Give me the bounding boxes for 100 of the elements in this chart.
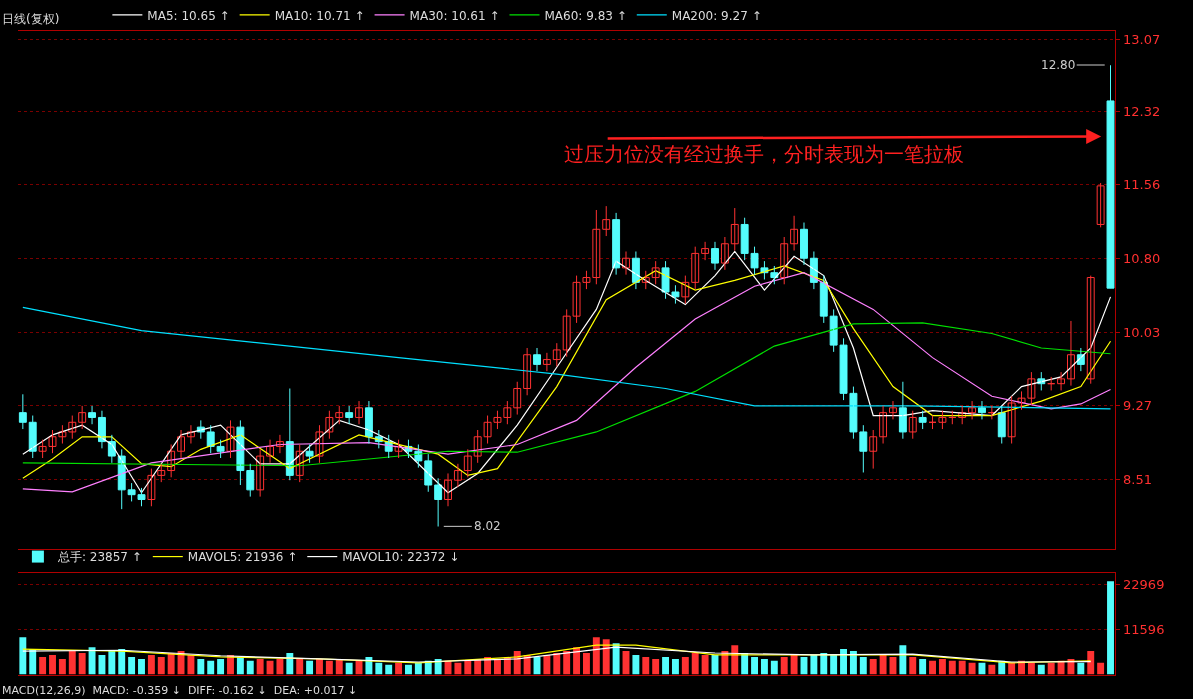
bar xyxy=(1087,651,1095,675)
bar xyxy=(652,658,660,675)
bar xyxy=(118,649,126,675)
candlestick xyxy=(552,342,561,367)
bar xyxy=(58,658,66,675)
bar xyxy=(1097,662,1105,675)
bar xyxy=(583,653,590,675)
bar xyxy=(691,653,699,675)
bar xyxy=(325,660,333,675)
bar xyxy=(375,662,383,675)
bar xyxy=(108,651,116,675)
candlestick xyxy=(463,448,472,478)
bar xyxy=(760,658,768,675)
bar xyxy=(899,645,907,675)
chart-title: 日线(复权) xyxy=(2,12,60,26)
bar xyxy=(19,637,27,675)
bar xyxy=(177,651,185,675)
bar xyxy=(751,656,759,675)
bar xyxy=(345,662,353,675)
bar xyxy=(869,658,877,675)
bar xyxy=(879,654,887,675)
bar xyxy=(840,649,847,675)
legend-label: MA200: 9.27 ↑ xyxy=(671,8,762,23)
bar xyxy=(187,654,195,675)
text: MACD(12,26,9) MACD: -0.359 ↓ DIFF: -0.162 ↓ DEA: +0.017 ↓ xyxy=(2,684,358,697)
bar xyxy=(217,658,225,675)
bar xyxy=(39,656,47,675)
candlestick xyxy=(918,410,927,430)
bar xyxy=(1027,662,1035,675)
bar xyxy=(642,656,650,675)
bar xyxy=(671,658,679,675)
bar xyxy=(938,658,946,675)
bar xyxy=(78,653,86,675)
bar xyxy=(385,664,393,675)
legend-label: MA5: 10.65 ↑ xyxy=(147,8,230,23)
bar xyxy=(128,656,136,675)
legend-label: MAVOL5: 21936 ↑ xyxy=(187,550,298,565)
bar xyxy=(68,651,76,675)
y-tick-label: 11.56 xyxy=(1123,177,1161,193)
bar xyxy=(49,654,56,675)
bar xyxy=(662,656,670,675)
bar xyxy=(395,662,403,675)
bar xyxy=(602,639,610,675)
y-tick-label: 11596 xyxy=(1123,621,1165,637)
bar xyxy=(246,660,254,675)
bar xyxy=(147,654,155,675)
legend-label: 总手: 23857 ↑ xyxy=(56,550,142,565)
legend-label: MA10: 10.71 ↑ xyxy=(274,8,365,23)
bar xyxy=(958,660,966,675)
line-series xyxy=(22,322,1112,467)
line-series xyxy=(22,306,1112,410)
candlestick xyxy=(157,463,166,483)
y-tick-label: 12.32 xyxy=(1123,104,1161,120)
bar xyxy=(454,662,462,675)
bar xyxy=(563,651,571,675)
bar xyxy=(543,654,551,675)
y-tick-label: 22969 xyxy=(1123,577,1165,593)
bar xyxy=(296,658,304,675)
bar xyxy=(780,656,788,675)
candlestick xyxy=(938,410,947,430)
bar xyxy=(1107,581,1114,675)
bar xyxy=(414,662,422,675)
bar xyxy=(859,656,867,675)
bar xyxy=(909,656,917,675)
annotation: 8.02 xyxy=(474,519,501,533)
bar xyxy=(1008,662,1016,675)
bar xyxy=(88,647,96,675)
bar xyxy=(494,658,501,675)
candlestick xyxy=(869,429,878,470)
bar xyxy=(405,664,412,675)
bar xyxy=(810,654,818,675)
bar xyxy=(1047,662,1055,675)
bar xyxy=(553,653,561,675)
bar xyxy=(335,658,343,675)
candlestick xyxy=(305,443,314,464)
bar xyxy=(573,647,581,675)
bar xyxy=(1037,664,1045,675)
legend-label: MA60: 9.83 ↑ xyxy=(544,8,627,23)
bar xyxy=(197,658,205,675)
bar xyxy=(849,651,857,675)
bar xyxy=(968,662,976,675)
bar xyxy=(316,658,323,675)
bar xyxy=(681,656,689,675)
bar xyxy=(988,664,996,675)
annotation: 过压力位没有经过换手，分时表现为一笔拉板 xyxy=(564,142,964,166)
bar xyxy=(207,660,215,675)
bar xyxy=(256,658,264,675)
bar xyxy=(1067,658,1075,675)
bar xyxy=(138,658,145,675)
y-tick-label: 10.03 xyxy=(1123,325,1161,341)
bar xyxy=(1077,662,1085,675)
bar xyxy=(790,654,798,675)
bar xyxy=(98,654,106,675)
bar xyxy=(770,660,778,675)
candlestick xyxy=(18,393,27,430)
candlestick xyxy=(335,405,344,425)
legend-label: MAVOL10: 22372 ↓ xyxy=(342,550,460,565)
bar xyxy=(236,656,244,675)
candlestick xyxy=(78,405,87,430)
bar xyxy=(612,643,620,675)
